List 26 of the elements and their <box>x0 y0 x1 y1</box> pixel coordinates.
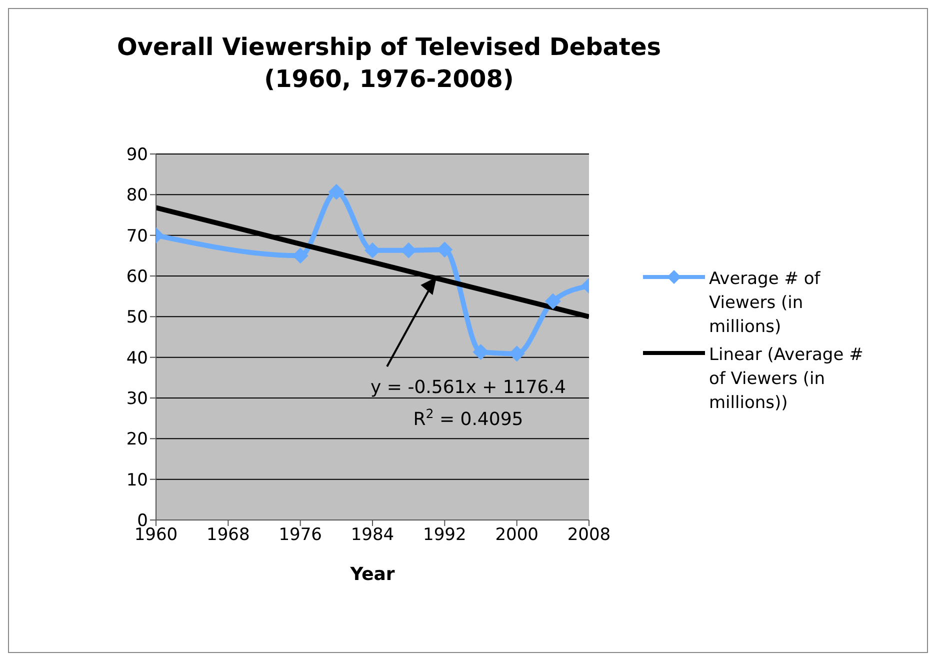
point <box>544 293 561 310</box>
chart-title: Overall Viewership of Televised Debates <box>116 32 662 63</box>
annotation: y = -0.561x + 1176.4 <box>370 376 566 398</box>
point <box>328 184 344 200</box>
legend-label: Linear (Average # of Viewers (in millions)) <box>709 344 864 415</box>
x-tick-label: 1976 <box>278 525 322 546</box>
x-tick-label: 2000 <box>495 525 538 546</box>
y-tick-label: 20 <box>126 430 148 450</box>
y-tick-label: 80 <box>126 186 148 206</box>
y-tick-label: 40 <box>126 348 148 368</box>
chart-subtitle: (1960, 1976-2008) <box>263 64 515 95</box>
y-tick-label: 60 <box>126 267 148 288</box>
legend-label: Average # of Viewers (in millions) <box>709 268 822 339</box>
x-tick-label: 1992 <box>423 525 466 546</box>
point <box>364 242 380 258</box>
x-tick-label: 1984 <box>350 525 394 546</box>
y-tick-label: 50 <box>126 308 148 328</box>
x-tick-label: 1968 <box>206 525 250 546</box>
y-tick-label: 10 <box>126 470 148 490</box>
x-axis-title: Year <box>349 564 395 585</box>
y-tick-label: 70 <box>126 226 148 246</box>
point <box>472 344 489 360</box>
annotation: R$^{2}$ = 0.4095 <box>413 405 524 430</box>
x-tick-label: 2008 <box>567 525 611 546</box>
y-tick-label: 90 <box>126 145 148 166</box>
y-tick-label: 30 <box>126 389 148 410</box>
